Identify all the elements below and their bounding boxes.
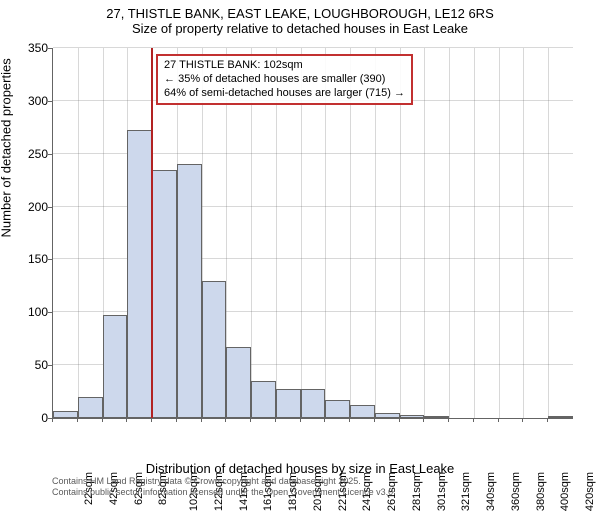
y-tick-label: 250	[8, 147, 48, 161]
bar	[276, 389, 301, 418]
bar	[251, 381, 276, 418]
bar	[301, 389, 326, 418]
x-tick-label: 321sqm	[461, 472, 473, 511]
bar	[127, 130, 152, 418]
bar	[177, 164, 202, 418]
y-tick-label: 50	[8, 358, 48, 372]
x-tick-label: 340sqm	[485, 472, 497, 511]
y-tick-label: 150	[8, 252, 48, 266]
attribution-line-1: Contains HM Land Registry data © Crown c…	[52, 476, 396, 487]
x-tick-label: 360sqm	[510, 472, 522, 511]
annotation-line-3: 64% of semi-detached houses are larger (…	[164, 87, 405, 101]
bar	[226, 347, 251, 418]
x-tick-label: 420sqm	[584, 472, 596, 511]
bar	[78, 397, 103, 418]
plot-area: 27 THISTLE BANK: 102sqm ← 35% of detache…	[52, 48, 573, 419]
bar	[325, 400, 350, 418]
bar	[400, 415, 425, 418]
bar	[424, 416, 449, 418]
bar	[548, 416, 573, 418]
annotation-line-2: ← 35% of detached houses are smaller (39…	[164, 73, 405, 87]
attribution: Contains HM Land Registry data © Crown c…	[52, 476, 396, 498]
bar	[350, 405, 375, 418]
annotation-box: 27 THISTLE BANK: 102sqm ← 35% of detache…	[156, 54, 413, 105]
attribution-line-2: Contains public sector information licen…	[52, 487, 396, 498]
y-tick-label: 300	[8, 94, 48, 108]
title-line-2: Size of property relative to detached ho…	[0, 21, 600, 36]
bar	[152, 170, 177, 418]
title-line-1: 27, THISTLE BANK, EAST LEAKE, LOUGHBOROU…	[0, 6, 600, 21]
x-tick-label: 400sqm	[560, 472, 572, 511]
bar	[103, 315, 128, 418]
y-tick-label: 100	[8, 305, 48, 319]
annotation-line-1: 27 THISTLE BANK: 102sqm	[164, 59, 405, 73]
bar	[375, 413, 400, 418]
title-block: 27, THISTLE BANK, EAST LEAKE, LOUGHBOROU…	[0, 0, 600, 40]
y-tick-label: 200	[8, 200, 48, 214]
x-tick-label: 380sqm	[535, 472, 547, 511]
bar	[53, 411, 78, 418]
x-tick-label: 281sqm	[411, 472, 423, 511]
x-axis-label: Distribution of detached houses by size …	[0, 461, 600, 476]
y-tick-label: 0	[8, 411, 48, 425]
bar	[202, 281, 227, 418]
marker-line	[151, 48, 153, 418]
y-tick-label: 350	[8, 41, 48, 55]
x-tick-label: 301sqm	[436, 472, 448, 511]
chart-container: 27, THISTLE BANK, EAST LEAKE, LOUGHBOROU…	[0, 0, 600, 500]
